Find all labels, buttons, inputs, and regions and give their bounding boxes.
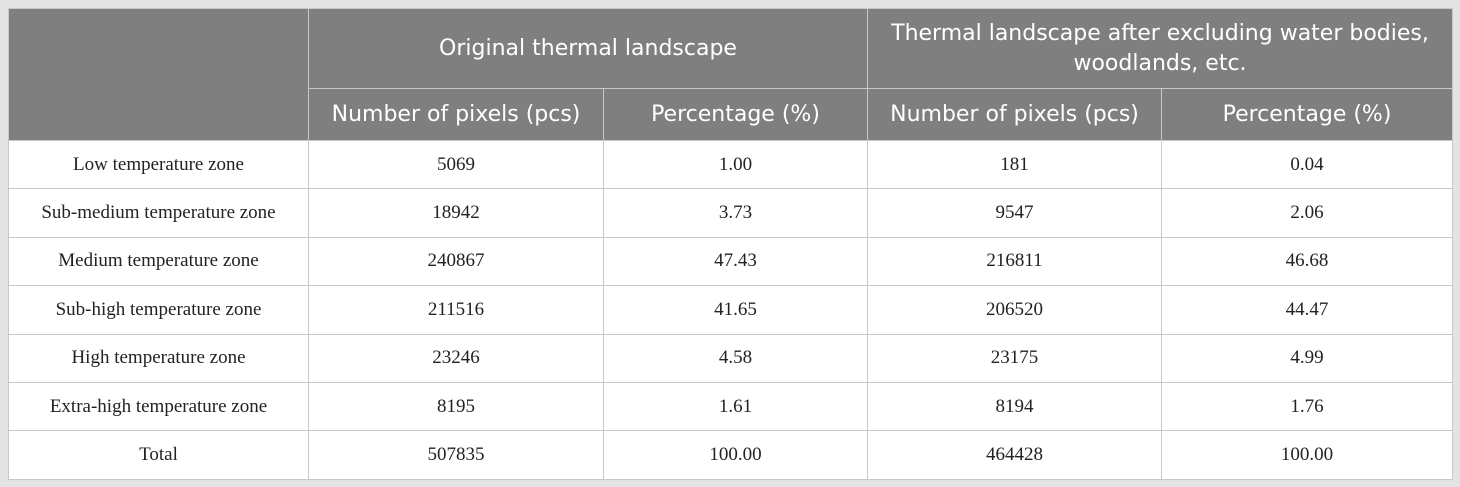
table-cell: 464428 (867, 430, 1162, 480)
table-cell: 8194 (867, 381, 1162, 432)
table-cell: 1.61 (603, 381, 868, 432)
table-cell: 23246 (308, 333, 604, 383)
table-cell: 507835 (308, 430, 604, 480)
header-row: Number of pixels (pcs) Percentage (%) Nu… (9, 88, 1454, 141)
row-label: Extra-high temperature zone (8, 381, 309, 432)
table-cell: 3.73 (603, 188, 868, 238)
table-cell: 44.47 (1160, 285, 1454, 335)
row-label: Sub-high temperature zone (8, 285, 309, 335)
table-cell: 211516 (308, 285, 604, 335)
table-cell: 23175 (867, 333, 1162, 383)
table-cell: 46.68 (1160, 236, 1454, 287)
table-cell: 2.06 (1160, 188, 1454, 238)
group-header: Original thermal landscape (308, 8, 868, 89)
table-cell: 181 (867, 139, 1162, 190)
header-corner (8, 8, 309, 141)
row-label: High temperature zone (8, 333, 309, 383)
table-row: Medium temperature zone 240867 47.43 216811… (8, 236, 1454, 287)
column-header: Number of pixels (pcs) (867, 88, 1162, 141)
table-row: Sub-medium temperature zone 18942 3.73 9547… (8, 188, 1454, 238)
column-header: Number of pixels (pcs) (308, 88, 604, 141)
table-cell: 1.00 (603, 139, 868, 190)
table-cell: 0.04 (1160, 139, 1454, 190)
table-cell: 8195 (308, 381, 604, 432)
table-row: Total 507835 100.00 464428 100.00 (8, 430, 1454, 480)
row-label: Low temperature zone (8, 139, 309, 190)
row-label: Total (8, 430, 309, 480)
table-row: Extra-high temperature zone 8195 1.61 8194 1… (8, 381, 1454, 432)
table-cell: 240867 (308, 236, 604, 287)
table-cell: 1.76 (1160, 381, 1454, 432)
row-label: Sub-medium temperature zone (8, 188, 309, 238)
table-cell: 206520 (867, 285, 1162, 335)
group-header: Thermal landscape after excluding water … (866, 8, 1454, 89)
table-cell: 5069 (308, 139, 604, 190)
table-body: Low temperature zone 5069 1.00 181 0.04 Sub-m… (8, 139, 1454, 480)
row-label: Medium temperature zone (8, 236, 309, 287)
table-cell: 4.58 (603, 333, 868, 383)
table-cell: 9547 (867, 188, 1162, 238)
table-row: High temperature zone 23246 4.58 23175 4.99 (8, 333, 1454, 383)
table-cell: 18942 (308, 188, 604, 238)
table-cell: 100.00 (603, 430, 868, 480)
table-cell: 4.99 (1160, 333, 1454, 383)
column-header: Percentage (%) (1160, 88, 1454, 141)
table-cell: 100.00 (1160, 430, 1454, 480)
table-row: Low temperature zone 5069 1.00 181 0.04 (8, 139, 1454, 190)
column-header: Percentage (%) (603, 88, 868, 141)
table-cell: 216811 (867, 236, 1162, 287)
table-row: Sub-high temperature zone 211516 41.65 2065… (8, 285, 1454, 335)
table-container: Original thermal landscape Thermal lands… (8, 8, 1454, 480)
table-header: Original thermal landscape Thermal lands… (8, 8, 1454, 141)
table-cell: 41.65 (603, 285, 868, 335)
data-table: Original thermal landscape Thermal lands… (8, 8, 1454, 480)
table-cell: 47.43 (603, 236, 868, 287)
header-row: Original thermal landscape Thermal lands… (8, 8, 1454, 141)
